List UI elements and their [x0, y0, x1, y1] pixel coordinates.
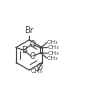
Text: CH₃: CH₃ — [47, 40, 59, 45]
Text: O: O — [37, 63, 42, 72]
Text: Br: Br — [24, 26, 34, 35]
Text: CH₃: CH₃ — [47, 51, 59, 56]
Text: O: O — [29, 40, 35, 49]
Text: CH₃: CH₃ — [47, 45, 59, 50]
Text: CH₃: CH₃ — [47, 56, 59, 61]
Text: CH₃: CH₃ — [31, 68, 43, 74]
Text: B: B — [21, 46, 27, 55]
Text: O: O — [29, 52, 35, 61]
